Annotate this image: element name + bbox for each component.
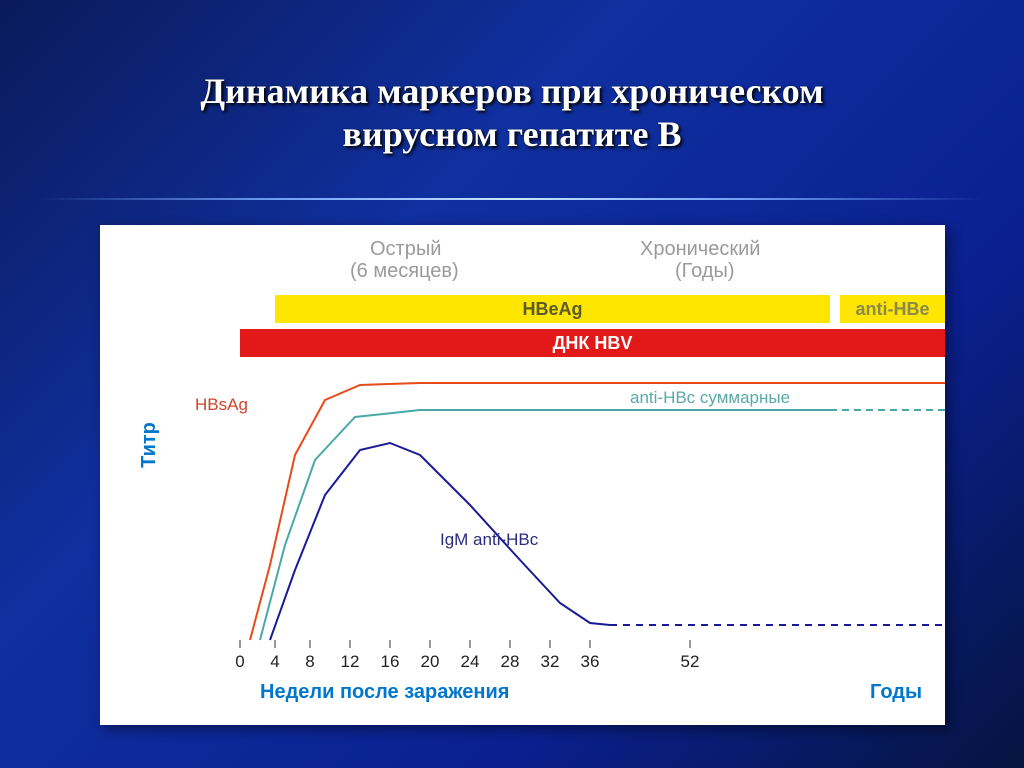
serology-chart: Острый(6 месяцев) Хронический(Годы) HBeAg a… — [100, 225, 945, 725]
series-label-anti-HBc-total: anti-HBc суммарные — [630, 388, 790, 407]
chart-card: Острый(6 месяцев) Хронический(Годы) HBeAg a… — [100, 225, 945, 725]
xtick-0: 0 — [235, 652, 244, 671]
xtick-12: 12 — [341, 652, 360, 671]
xtick-16: 16 — [381, 652, 400, 671]
svg-text:Хронический: Хронический — [640, 238, 760, 260]
chart-svg-wrap: Острый(6 месяцев) Хронический(Годы) HBeAg a… — [100, 225, 945, 725]
xtick-20: 20 — [421, 652, 440, 671]
x-axis-label-right: Годы — [870, 681, 922, 703]
series-anti-HBc-total — [260, 410, 830, 640]
divider-line — [40, 198, 984, 200]
xtick-52: 52 — [681, 652, 700, 671]
title-line-1: Динамика маркеров при хроническом — [0, 70, 1024, 113]
x-axis-label-left: Недели после заражения — [260, 681, 509, 703]
xtick-36: 36 — [581, 652, 600, 671]
xtick-8: 8 — [305, 652, 314, 671]
slide-title: Динамика маркеров при хроническом вирусн… — [0, 70, 1024, 156]
series-HBsAg — [250, 383, 945, 640]
svg-text:(6 месяцев): (6 месяцев) — [350, 260, 459, 282]
xtick-24: 24 — [461, 652, 480, 671]
hbeag-bar-label: HBeAg — [522, 299, 582, 319]
svg-text:Острый: Острый — [370, 238, 441, 260]
dnahbv-bar-label: ДНК HBV — [553, 333, 633, 353]
y-axis-label: Титр — [138, 422, 160, 468]
slide: Динамика маркеров при хроническом вирусн… — [0, 0, 1024, 768]
series-label-IgM-anti-HBc: IgM anti-HBc — [440, 530, 539, 549]
xtick-4: 4 — [270, 652, 279, 671]
series-label-HBsAg: HBsAg — [195, 395, 248, 414]
xtick-32: 32 — [541, 652, 560, 671]
xtick-28: 28 — [501, 652, 520, 671]
title-line-2: вирусном гепатите В — [0, 113, 1024, 156]
svg-text:(Годы): (Годы) — [675, 260, 735, 282]
antihbe-bar-label: anti-HBe — [855, 299, 929, 319]
